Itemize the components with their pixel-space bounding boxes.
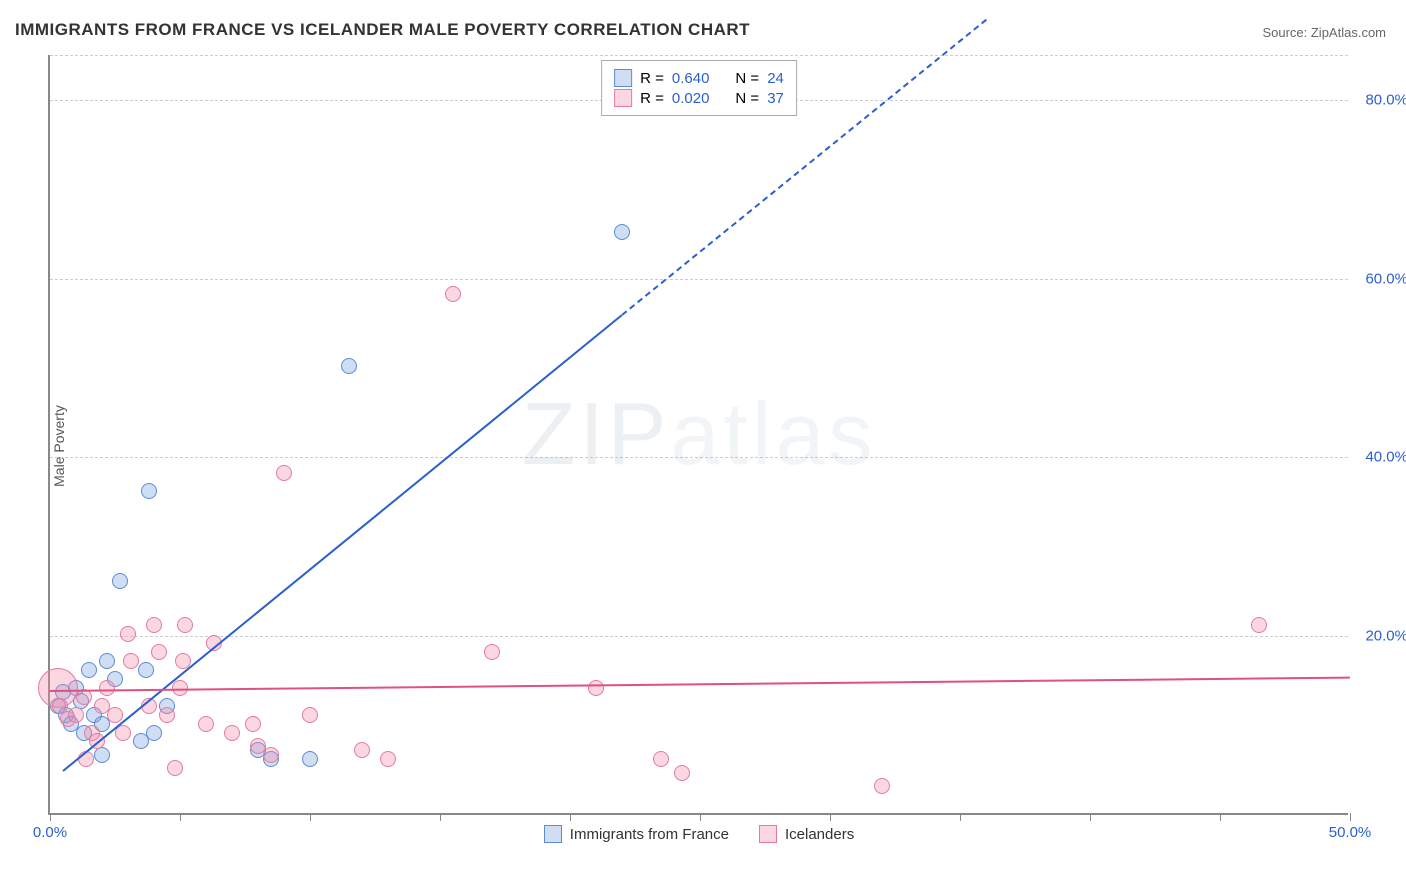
scatter-point	[588, 680, 604, 696]
scatter-point	[167, 760, 183, 776]
watermark-light: atlas	[671, 384, 877, 483]
plot-area: ZIPatlas R = 0.640 N = 24 R = 0.020 N = …	[48, 55, 1348, 815]
scatter-point	[68, 707, 84, 723]
swatch-iceland	[614, 89, 632, 107]
x-tick	[960, 813, 961, 821]
scatter-point	[141, 483, 157, 499]
y-tick-label: 20.0%	[1353, 628, 1406, 645]
scatter-point	[198, 716, 214, 732]
r-value-france: 0.640	[672, 70, 710, 87]
n-label: N =	[735, 90, 759, 107]
x-tick	[50, 813, 51, 821]
x-tick	[180, 813, 181, 821]
swatch-france	[544, 825, 562, 843]
scatter-point	[354, 742, 370, 758]
scatter-point	[653, 751, 669, 767]
legend-item-france: Immigrants from France	[544, 825, 729, 843]
n-label: N =	[735, 70, 759, 87]
x-tick	[440, 813, 441, 821]
y-tick-label: 60.0%	[1353, 270, 1406, 287]
scatter-point	[99, 680, 115, 696]
watermark-bold: ZIP	[522, 384, 671, 483]
gridline	[50, 636, 1348, 637]
x-tick	[310, 813, 311, 821]
scatter-point	[146, 617, 162, 633]
scatter-point	[614, 224, 630, 240]
legend-row-iceland: R = 0.020 N = 37	[614, 89, 784, 107]
scatter-point	[874, 778, 890, 794]
scatter-point	[484, 644, 500, 660]
swatch-france	[614, 69, 632, 87]
gridline	[50, 55, 1348, 56]
x-tick	[700, 813, 701, 821]
x-tick	[1090, 813, 1091, 821]
scatter-point	[445, 286, 461, 302]
y-tick-label: 80.0%	[1353, 91, 1406, 108]
x-tick-label: 0.0%	[33, 824, 67, 841]
source-label: Source: ZipAtlas.com	[1262, 25, 1386, 40]
n-value-iceland: 37	[767, 90, 784, 107]
scatter-point	[245, 716, 261, 732]
swatch-iceland	[759, 825, 777, 843]
scatter-point	[123, 653, 139, 669]
x-tick	[570, 813, 571, 821]
scatter-point	[380, 751, 396, 767]
x-tick	[830, 813, 831, 821]
legend-label-france: Immigrants from France	[570, 826, 729, 843]
r-label: R =	[640, 90, 664, 107]
scatter-point	[341, 358, 357, 374]
x-tick	[1220, 813, 1221, 821]
watermark: ZIPatlas	[522, 383, 877, 485]
gridline	[50, 279, 1348, 280]
trend-line	[50, 676, 1350, 691]
legend-item-iceland: Icelanders	[759, 825, 854, 843]
legend-label-iceland: Icelanders	[785, 826, 854, 843]
scatter-point	[177, 617, 193, 633]
scatter-point	[302, 751, 318, 767]
scatter-point	[159, 707, 175, 723]
scatter-point	[107, 707, 123, 723]
r-value-iceland: 0.020	[672, 90, 710, 107]
scatter-point	[151, 644, 167, 660]
scatter-point	[138, 662, 154, 678]
scatter-point	[99, 653, 115, 669]
scatter-point	[81, 662, 97, 678]
scatter-point	[263, 747, 279, 763]
n-value-france: 24	[767, 70, 784, 87]
trend-line	[62, 315, 622, 773]
scatter-point	[224, 725, 240, 741]
x-tick-label: 50.0%	[1329, 824, 1372, 841]
y-tick-label: 40.0%	[1353, 449, 1406, 466]
x-tick	[1350, 813, 1351, 821]
legend-row-france: R = 0.640 N = 24	[614, 69, 784, 87]
scatter-point	[302, 707, 318, 723]
scatter-point	[1251, 617, 1267, 633]
correlation-legend: R = 0.640 N = 24 R = 0.020 N = 37	[601, 60, 797, 116]
scatter-point	[674, 765, 690, 781]
scatter-point	[112, 573, 128, 589]
scatter-point	[120, 626, 136, 642]
chart-title: IMMIGRANTS FROM FRANCE VS ICELANDER MALE…	[15, 20, 750, 40]
series-legend: Immigrants from France Icelanders	[50, 825, 1348, 843]
r-label: R =	[640, 70, 664, 87]
scatter-point	[146, 725, 162, 741]
scatter-point	[276, 465, 292, 481]
